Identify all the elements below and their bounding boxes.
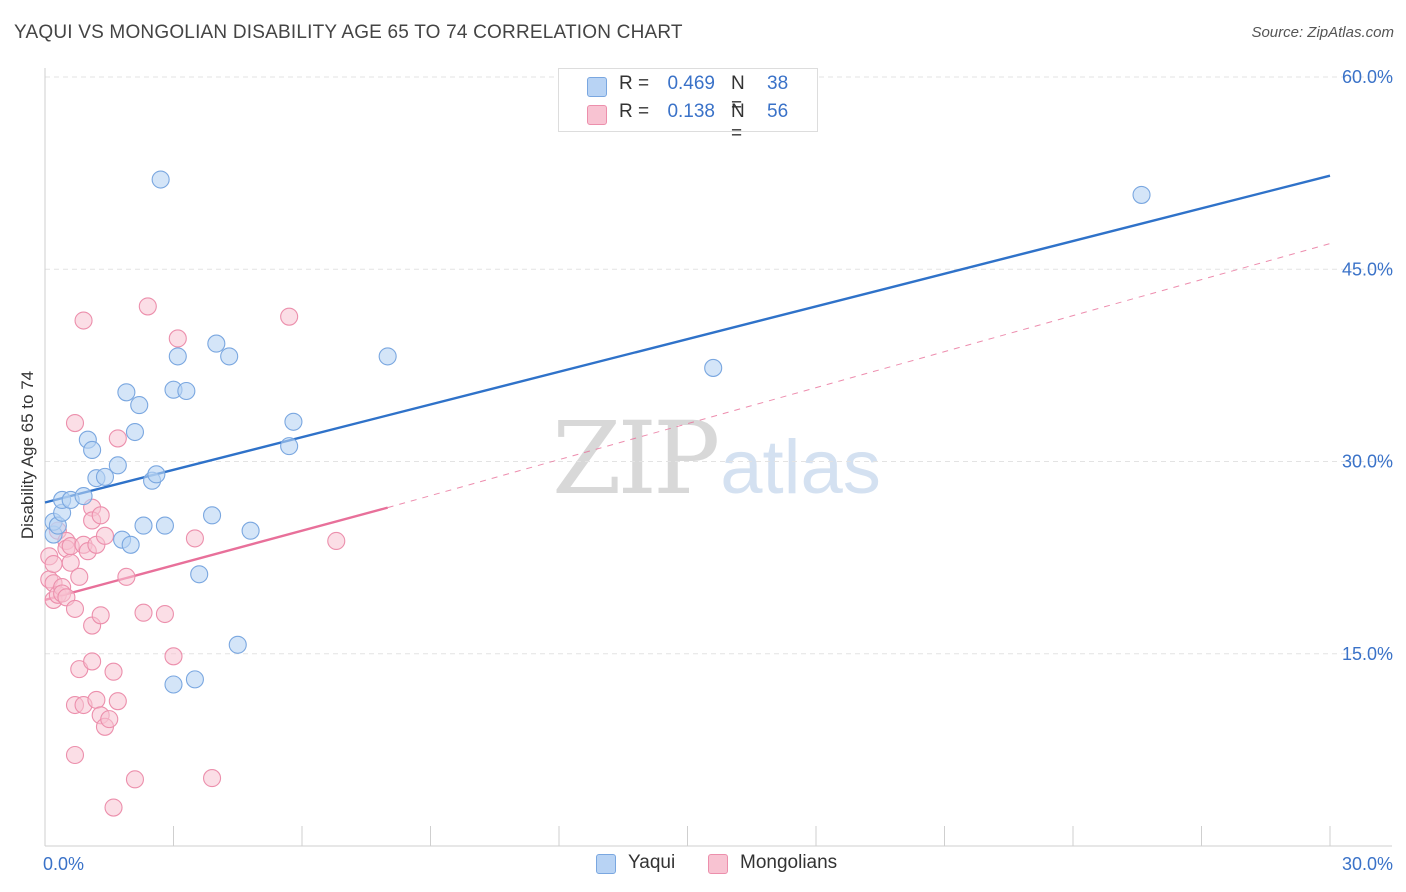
yaqui-n-value: 38 <box>767 73 789 94</box>
yaqui-point <box>220 347 239 366</box>
mongolian-point <box>138 297 157 316</box>
yaqui-n-label: N = <box>731 73 745 116</box>
yaqui-point <box>185 670 204 689</box>
tick-labels: 15.0% 30.0% 45.0% 60.0% 0.0% 30.0% <box>43 67 1393 874</box>
mongolian-point <box>65 599 85 618</box>
mongolian-point <box>164 647 183 666</box>
yaqui-point <box>134 516 153 535</box>
yaqui-point <box>121 535 140 554</box>
mongolian-point <box>327 531 346 551</box>
watermark-atlas: atlas <box>720 425 881 510</box>
yaqui-point <box>125 422 144 442</box>
series-legend: Yaqui Mongolians <box>0 852 1406 878</box>
mongolian-point <box>65 745 85 765</box>
mongolians-r-label: R = <box>619 101 650 122</box>
mongolian-point <box>70 567 89 586</box>
mongolian-point <box>117 567 136 586</box>
yaqui-point <box>203 506 222 525</box>
mongolians-legend-label: Mongolians <box>740 852 838 873</box>
yaqui-swatch <box>587 77 607 97</box>
mongolian-point <box>280 307 299 326</box>
mongolian-point <box>83 652 102 671</box>
mongolian-point <box>44 554 63 574</box>
y-tick-label: 15.0% <box>1342 644 1393 664</box>
yaqui-point <box>108 456 127 475</box>
x-tick-label: 30.0% <box>1342 854 1393 874</box>
yaqui-point <box>284 412 303 431</box>
yaqui-point <box>241 521 260 540</box>
mongolian-point <box>87 690 106 709</box>
yaqui-r-value: 0.469 <box>667 73 715 94</box>
mongolian-trend-extension <box>387 243 1331 509</box>
yaqui-point <box>151 170 170 189</box>
yaqui-point <box>168 347 187 366</box>
y-tick-label: 30.0% <box>1342 452 1393 472</box>
mongolians-legend-swatch <box>708 854 728 874</box>
yaqui-point <box>190 565 209 584</box>
x-tick-label: 0.0% <box>43 854 84 874</box>
mongolian-point <box>95 526 115 545</box>
yaqui-point <box>704 358 723 377</box>
mongolians-n-label: N = <box>731 101 745 144</box>
yaqui-point <box>155 516 174 535</box>
mongolian-point <box>65 413 85 433</box>
yaqui-point <box>207 334 226 353</box>
stats-legend: R = 0.469 N = 38 R = 0.138 N = 56 <box>558 68 818 144</box>
yaqui-legend-swatch <box>596 854 616 874</box>
mongolian-trend-line <box>44 506 388 602</box>
source-label: Source: ZipAtlas.com <box>1251 24 1394 41</box>
chart-title: YAQUI VS MONGOLIAN DISABILITY AGE 65 TO … <box>14 22 683 43</box>
yaqui-point <box>228 635 247 654</box>
mongolian-point <box>74 311 93 330</box>
mongolian-point <box>185 529 204 548</box>
mongolian-point <box>168 329 187 348</box>
yaqui-point <box>117 383 136 402</box>
yaqui-trend-line <box>44 174 1331 504</box>
yaqui-point <box>83 440 102 460</box>
mongolians-swatch <box>587 105 607 125</box>
yaqui-point <box>95 467 115 486</box>
yaqui-point <box>74 487 93 506</box>
watermark-zip: ZIP <box>552 400 720 517</box>
mongolian-point <box>91 606 110 625</box>
mongolian-point <box>104 798 123 817</box>
mongolians-n-value: 56 <box>767 101 789 122</box>
yaqui-point <box>130 396 149 415</box>
mongolian-point <box>91 506 110 525</box>
y-tick-label: 60.0% <box>1342 67 1393 87</box>
yaqui-legend-label: Yaqui <box>628 852 676 873</box>
yaqui-point <box>164 675 183 694</box>
y-tick-label: 45.0% <box>1342 259 1393 279</box>
mongolians-r-value: 0.138 <box>667 101 715 122</box>
mongolian-point <box>104 662 123 681</box>
axes <box>44 68 1392 847</box>
yaqui-point <box>378 347 397 366</box>
data-points <box>40 170 1151 817</box>
mongolian-point <box>203 769 222 788</box>
watermark: ZIPatlas <box>552 400 881 517</box>
mongolian-point <box>108 429 127 448</box>
mongolian-point <box>125 770 144 789</box>
yaqui-point <box>147 465 166 484</box>
yaqui-r-label: R = <box>619 73 650 94</box>
yaqui-point <box>177 381 196 401</box>
trend-lines <box>44 174 1331 602</box>
yaqui-point <box>280 437 299 456</box>
mongolian-point <box>108 692 127 711</box>
yaqui-point <box>1132 185 1151 204</box>
mongolian-point <box>155 604 174 624</box>
mongolian-point <box>100 710 119 729</box>
mongolian-point <box>134 603 153 622</box>
